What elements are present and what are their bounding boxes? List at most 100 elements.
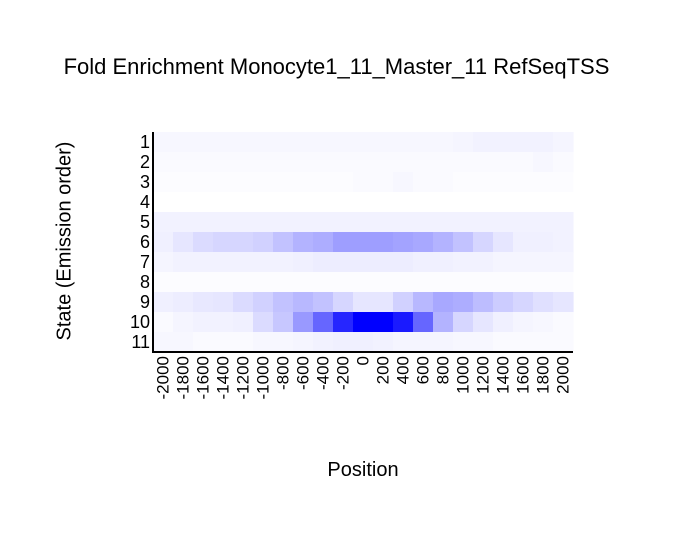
heatmap-cell <box>153 272 174 293</box>
heatmap-cell <box>153 332 174 353</box>
heatmap-cell <box>433 312 454 333</box>
heatmap-cell <box>413 252 434 273</box>
heatmap-cell <box>153 252 174 273</box>
heatmap-cell <box>333 192 354 213</box>
y-tick-label: 2 <box>140 152 150 172</box>
heatmap-cell <box>493 292 514 313</box>
y-axis-label: State (Emission order) <box>53 141 76 341</box>
x-tick-label: -400 <box>314 356 333 390</box>
heatmap-cell <box>413 272 434 293</box>
heatmap-cell <box>273 332 294 353</box>
heatmap-cell <box>213 312 234 333</box>
heatmap-cell <box>233 132 254 153</box>
heatmap-cell <box>333 132 354 153</box>
heatmap-cell <box>333 232 354 253</box>
heatmap-cell <box>313 172 334 193</box>
y-tick-label: 8 <box>140 272 150 292</box>
heatmap-cell <box>333 312 354 333</box>
heatmap-cell <box>513 292 534 313</box>
heatmap-cell <box>233 332 254 353</box>
x-tick-label: 1600 <box>514 356 533 394</box>
heatmap-cell <box>333 172 354 193</box>
heatmap-cell <box>373 212 394 233</box>
heatmap-cell <box>353 252 374 273</box>
heatmap-cell <box>233 232 254 253</box>
heatmap-cell <box>173 172 194 193</box>
heatmap-cell <box>153 232 174 253</box>
x-tick-label: -200 <box>334 356 353 390</box>
x-tick-label: 2000 <box>554 356 573 394</box>
heatmap-cell <box>433 272 454 293</box>
heatmap-cell <box>433 192 454 213</box>
heatmap-cell <box>553 172 574 193</box>
heatmap-cell <box>233 312 254 333</box>
heatmap-cell <box>513 192 534 213</box>
heatmap-cell <box>213 212 234 233</box>
heatmap-cell <box>153 172 174 193</box>
heatmap-cell <box>393 172 414 193</box>
heatmap-cell <box>413 132 434 153</box>
heatmap-cell <box>413 332 434 353</box>
heatmap-cell <box>433 172 454 193</box>
heatmap-cell <box>153 132 174 153</box>
heatmap-cell <box>553 192 574 213</box>
heatmap-cell <box>453 292 474 313</box>
chart-title: Fold Enrichment Monocyte1_11_Master_11 R… <box>63 54 610 79</box>
heatmap-cell <box>173 132 194 153</box>
heatmap-cell <box>533 252 554 273</box>
heatmap-cell <box>493 172 514 193</box>
heatmap-cell <box>533 292 554 313</box>
heatmap-cell <box>213 272 234 293</box>
heatmap-cell <box>313 192 334 213</box>
heatmap-cell <box>193 132 214 153</box>
heatmap-cell <box>433 212 454 233</box>
heatmap-cell <box>313 292 334 313</box>
heatmap-cell <box>253 232 274 253</box>
heatmap-cell <box>173 192 194 213</box>
heatmap-cell <box>473 232 494 253</box>
heatmap-cell <box>233 292 254 313</box>
heatmap-cell <box>553 132 574 153</box>
heatmap-cell <box>353 172 374 193</box>
heatmap-cell <box>453 152 474 173</box>
heatmap-cell <box>173 292 194 313</box>
heatmap-cell <box>493 192 514 213</box>
heatmap-cell <box>373 192 394 213</box>
heatmap-cell <box>533 232 554 253</box>
heatmap-cell <box>193 332 214 353</box>
heatmap-cell <box>173 212 194 233</box>
heatmap-cell <box>253 252 274 273</box>
heatmap-cell <box>533 332 554 353</box>
x-tick-label: 400 <box>394 356 413 384</box>
heatmap-cell <box>533 172 554 193</box>
heatmap-cell <box>413 192 434 213</box>
heatmap-cell <box>513 312 534 333</box>
heatmap-cell <box>553 252 574 273</box>
heatmap-cell <box>433 252 454 273</box>
heatmap-cell <box>353 312 374 333</box>
y-tick-label: 1 <box>140 132 150 152</box>
heatmap-cell <box>313 272 334 293</box>
heatmap-cell <box>373 232 394 253</box>
heatmap-cell <box>353 152 374 173</box>
heatmap-cell <box>273 132 294 153</box>
heatmap-cell <box>493 232 514 253</box>
y-tick-label: 4 <box>140 192 150 212</box>
heatmap-cell <box>173 272 194 293</box>
y-tick-label: 7 <box>140 252 150 272</box>
heatmap-cell <box>433 292 454 313</box>
heatmap-cell <box>173 152 194 173</box>
heatmap-cell <box>393 232 414 253</box>
heatmap-cell <box>453 232 474 253</box>
heatmap-cell <box>453 192 474 213</box>
heatmap-cell <box>373 272 394 293</box>
heatmap-cell <box>253 152 274 173</box>
heatmap-cell <box>453 212 474 233</box>
x-tick-label: -600 <box>294 356 313 390</box>
heatmap-cell <box>433 132 454 153</box>
heatmap-cell <box>233 272 254 293</box>
heatmap-cell <box>213 252 234 273</box>
heatmap-cell <box>233 192 254 213</box>
heatmap-cell <box>393 312 414 333</box>
heatmap-cell <box>253 312 274 333</box>
